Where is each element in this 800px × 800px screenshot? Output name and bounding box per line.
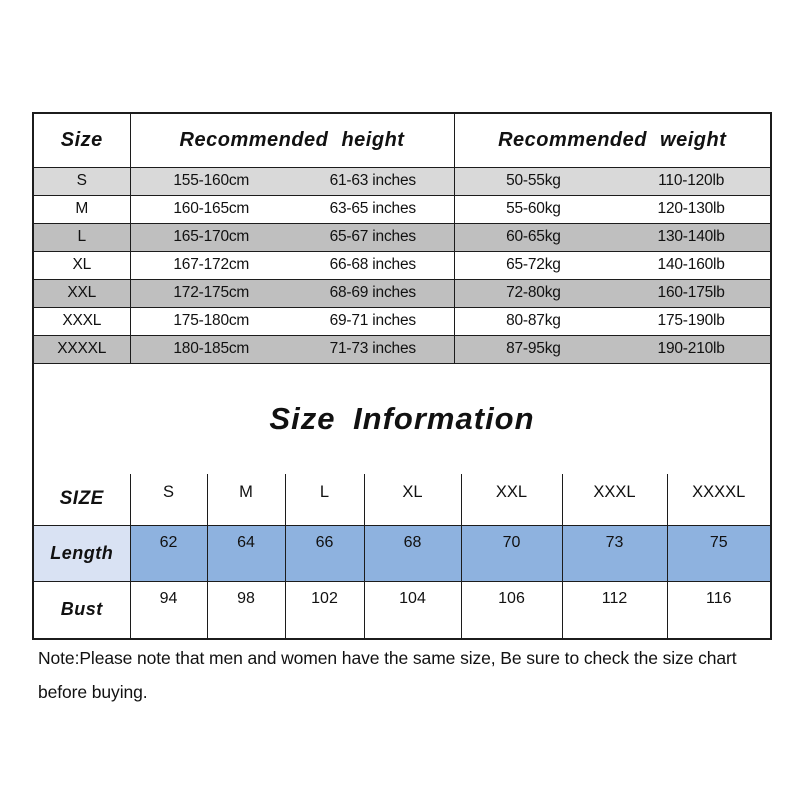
weight-value: 80-87kg xyxy=(506,312,561,329)
height-value: 175-180cm xyxy=(173,312,250,329)
measurement-value: 66 xyxy=(284,525,365,582)
size-guide-row: S 155-160cm 61-63 inches 50-55kg 110-120lb xyxy=(34,166,770,196)
height-value: 65-67 inches xyxy=(329,228,417,245)
measurements-table: SIZE S M L XL XXL XXXL XXXXL Length 62 64 66 68 70 7… xyxy=(34,473,770,638)
size-guide-body: S 155-160cm 61-63 inches 50-55kg 110-120lb M 1… xyxy=(34,166,770,364)
measurement-value: 75 xyxy=(666,525,770,582)
height-value: 172-175cm xyxy=(173,284,250,301)
height-cell: 172-175cm 68-69 inches xyxy=(129,278,455,308)
weight-value: 50-55kg xyxy=(506,172,561,189)
height-value: 61-63 inches xyxy=(329,172,417,189)
measurement-value: 64 xyxy=(206,525,286,582)
measurement-label: Length xyxy=(34,525,131,582)
weight-value: 175-190lb xyxy=(657,312,725,329)
measurement-value: 104 xyxy=(363,581,462,638)
weight-cell: 87-95kg 190-210lb xyxy=(453,334,770,364)
size-column-header: XL xyxy=(363,473,462,526)
size-column-header: L xyxy=(284,473,365,526)
height-value: 66-68 inches xyxy=(329,256,417,273)
section-title: Size Information xyxy=(269,400,535,436)
weight-cell: 50-55kg 110-120lb xyxy=(453,166,770,196)
height-value: 68-69 inches xyxy=(329,284,417,301)
weight-cell: 55-60kg 120-130lb xyxy=(453,194,770,224)
weight-cell: 60-65kg 130-140lb xyxy=(453,222,770,252)
size-column-header: S xyxy=(129,473,208,526)
height-value: 69-71 inches xyxy=(329,312,417,329)
measurement-value: 70 xyxy=(460,525,563,582)
column-header-height: Recommended height xyxy=(129,114,455,168)
note-text: Note:Please note that men and women have… xyxy=(38,648,737,702)
size-guide-row: L 165-170cm 65-67 inches 60-65kg 130-140lb xyxy=(34,222,770,252)
weight-value: 160-175lb xyxy=(657,284,725,301)
size-column-header: XXXL xyxy=(561,473,668,526)
measurement-row: Length 62 64 66 68 70 73 75 xyxy=(34,525,770,582)
size-guide-row: XL 167-172cm 66-68 inches 65-72kg 140-160lb xyxy=(34,250,770,280)
measurement-value: 116 xyxy=(666,581,770,638)
weight-value: 130-140lb xyxy=(657,228,725,245)
section-title-band: Size Information xyxy=(34,363,770,474)
size-guide-table: Size Recommended height Recommended weig… xyxy=(34,114,770,364)
size-cell: XXXXL xyxy=(34,334,131,364)
height-cell: 175-180cm 69-71 inches xyxy=(129,306,455,336)
size-column-header: XXL xyxy=(460,473,563,526)
height-value: 160-165cm xyxy=(173,200,250,217)
measurement-value: 94 xyxy=(129,581,208,638)
size-chart-sheet: Size Recommended height Recommended weig… xyxy=(32,112,772,640)
weight-value: 65-72kg xyxy=(506,256,561,273)
weight-value: 60-65kg xyxy=(506,228,561,245)
column-header-size: Size xyxy=(34,114,131,168)
weight-value: 87-95kg xyxy=(506,340,561,357)
size-guide-row: XXL 172-175cm 68-69 inches 72-80kg 160-175lb xyxy=(34,278,770,308)
weight-value: 72-80kg xyxy=(506,284,561,301)
measurements-header-label: SIZE xyxy=(34,473,131,526)
weight-cell: 65-72kg 140-160lb xyxy=(453,250,770,280)
measurement-value: 62 xyxy=(129,525,208,582)
size-guide-header-row: Size Recommended height Recommended weig… xyxy=(34,114,770,168)
weight-value: 190-210lb xyxy=(657,340,725,357)
measurement-value: 98 xyxy=(206,581,286,638)
weight-value: 55-60kg xyxy=(506,200,561,217)
height-cell: 160-165cm 63-65 inches xyxy=(129,194,455,224)
size-guide-row: XXXL 175-180cm 69-71 inches 80-87kg 175-190l… xyxy=(34,306,770,336)
weight-cell: 80-87kg 175-190lb xyxy=(453,306,770,336)
size-column-header: XXXXL xyxy=(666,473,770,526)
size-cell: L xyxy=(34,222,131,252)
measurements-header-row: SIZE S M L XL XXL XXXL XXXXL xyxy=(34,473,770,526)
size-cell: M xyxy=(34,194,131,224)
measurement-value: 112 xyxy=(561,581,668,638)
size-cell: XXL xyxy=(34,278,131,308)
size-cell: XL xyxy=(34,250,131,280)
size-guide-row: XXXXL 180-185cm 71-73 inches 87-95kg 190-210… xyxy=(34,334,770,364)
measurements-body: Length 62 64 66 68 70 73 75 Bust 94 98 102 104 106 112… xyxy=(34,525,770,638)
measurement-value: 106 xyxy=(460,581,563,638)
size-guide-row: M 160-165cm 63-65 inches 55-60kg 120-130lb xyxy=(34,194,770,224)
height-value: 167-172cm xyxy=(173,256,250,273)
height-cell: 180-185cm 71-73 inches xyxy=(129,334,455,364)
measurement-value: 102 xyxy=(284,581,365,638)
measurement-value: 68 xyxy=(363,525,462,582)
measurement-row: Bust 94 98 102 104 106 112 116 xyxy=(34,581,770,638)
height-value: 155-160cm xyxy=(173,172,250,189)
measurement-value: 73 xyxy=(561,525,668,582)
weight-value: 110-120lb xyxy=(658,172,725,189)
size-cell: S xyxy=(34,166,131,196)
height-cell: 167-172cm 66-68 inches xyxy=(129,250,455,280)
size-column-header: M xyxy=(206,473,286,526)
height-value: 71-73 inches xyxy=(329,340,417,357)
size-cell: XXXL xyxy=(34,306,131,336)
weight-cell: 72-80kg 160-175lb xyxy=(453,278,770,308)
column-header-weight: Recommended weight xyxy=(453,114,770,168)
height-cell: 155-160cm 61-63 inches xyxy=(129,166,455,196)
weight-value: 140-160lb xyxy=(657,256,725,273)
height-value: 180-185cm xyxy=(173,340,250,357)
weight-value: 120-130lb xyxy=(657,200,725,217)
height-value: 63-65 inches xyxy=(329,200,417,217)
height-value: 165-170cm xyxy=(173,228,250,245)
height-cell: 165-170cm 65-67 inches xyxy=(129,222,455,252)
measurement-label: Bust xyxy=(34,581,131,638)
